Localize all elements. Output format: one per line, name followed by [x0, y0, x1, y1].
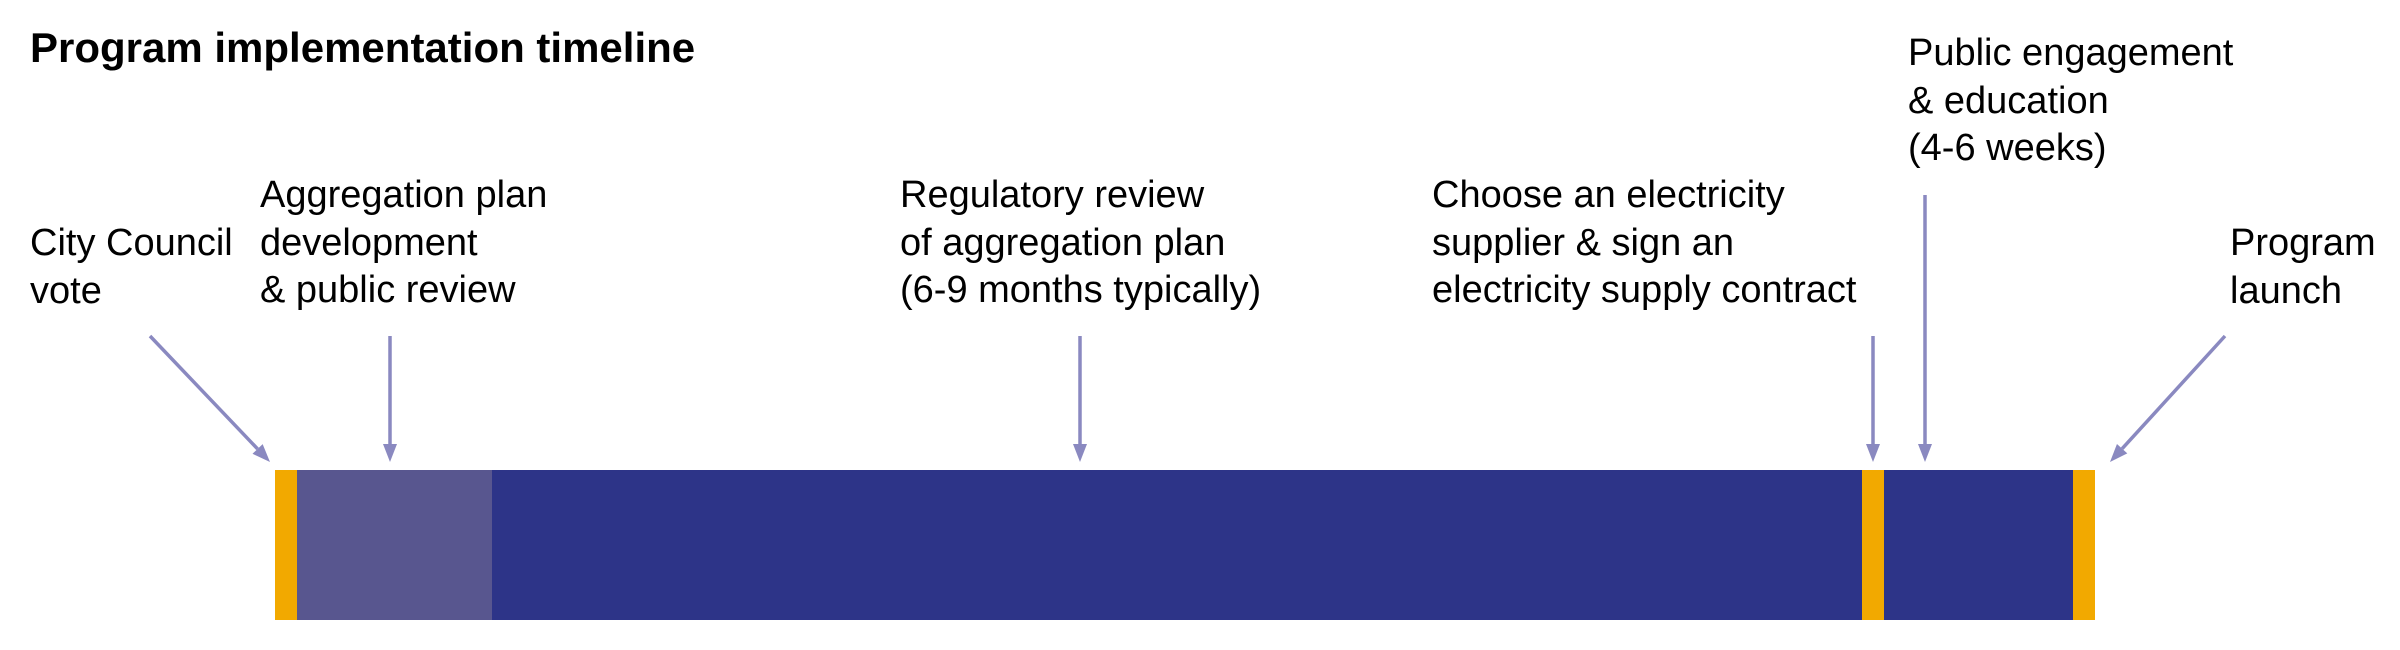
arrow-aggregation-plan-head — [383, 444, 397, 462]
label-city-council-vote: City Council vote — [30, 220, 233, 315]
arrow-public-engagement-head — [1918, 444, 1932, 462]
arrow-choose-supplier-head — [1866, 444, 1880, 462]
segment-aggregation-plan-dev — [297, 470, 492, 620]
arrow-city-council-vote-head — [253, 444, 270, 462]
timeline-canvas: Program implementation timeline City Cou… — [0, 0, 2400, 650]
label-program-launch: Program launch — [2230, 220, 2376, 315]
segment-regulatory-review — [492, 470, 1862, 620]
segment-city-council-vote — [275, 470, 297, 620]
segment-program-launch-marker — [2073, 470, 2095, 620]
label-regulatory-review: Regulatory review of aggregation plan (6… — [900, 172, 1261, 315]
arrow-city-council-vote-line — [150, 336, 258, 449]
arrow-program-launch-head — [2110, 444, 2127, 462]
segment-public-engagement — [1884, 470, 2073, 620]
label-aggregation-plan: Aggregation plan development & public re… — [260, 172, 547, 315]
page-title: Program implementation timeline — [30, 24, 695, 72]
timeline-bar — [275, 470, 2095, 620]
arrow-program-launch-line — [2122, 336, 2225, 449]
label-choose-supplier: Choose an electricity supplier & sign an… — [1432, 172, 1857, 315]
segment-choose-supplier — [1862, 470, 1884, 620]
label-public-engagement: Public engagement & education (4-6 weeks… — [1908, 30, 2233, 173]
arrow-regulatory-review-head — [1073, 444, 1087, 462]
